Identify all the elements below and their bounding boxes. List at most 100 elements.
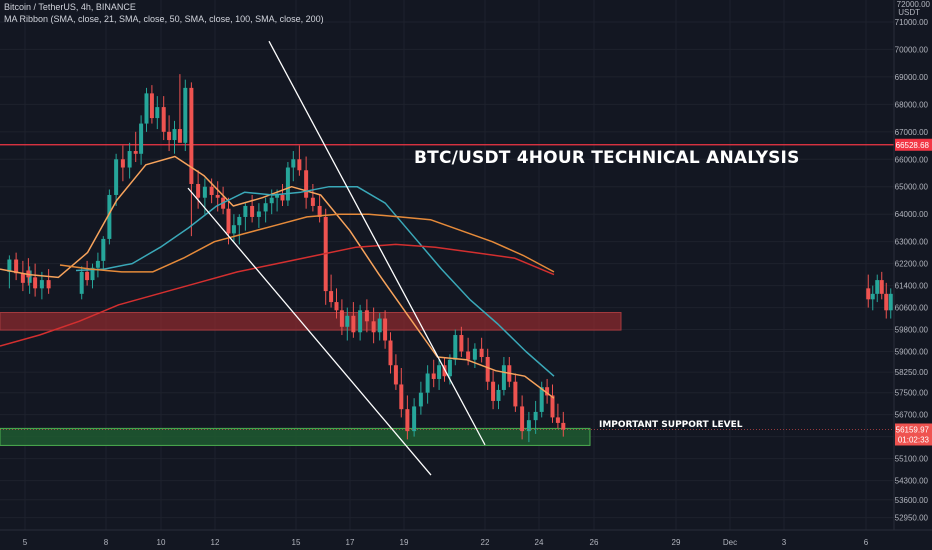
resistance-price-tag bbox=[895, 138, 932, 151]
resistance-price-label: 66528.68 bbox=[896, 141, 930, 150]
candle-body bbox=[555, 417, 560, 423]
candle-body bbox=[491, 381, 496, 401]
candle-body bbox=[120, 159, 125, 168]
time-tick-label: 3 bbox=[782, 538, 787, 547]
candle-body bbox=[263, 203, 268, 212]
candle-body bbox=[526, 420, 531, 432]
candle-body bbox=[172, 129, 177, 141]
moving-average-line bbox=[59, 213, 555, 273]
candle-body bbox=[371, 321, 376, 333]
candle-body bbox=[107, 194, 112, 239]
candle-body bbox=[351, 315, 356, 333]
candle-body bbox=[33, 277, 38, 289]
candle-body bbox=[202, 186, 207, 198]
price-tick-label: 59000.00 bbox=[895, 348, 929, 357]
candle-body bbox=[7, 259, 12, 272]
current-price-label: 56159.97 bbox=[896, 425, 930, 434]
candle-body bbox=[127, 151, 132, 168]
price-tick-label: 69000.00 bbox=[895, 73, 929, 82]
candle-body bbox=[453, 335, 458, 360]
candle-body bbox=[501, 365, 506, 390]
candle-body bbox=[256, 211, 261, 217]
candle-body bbox=[85, 271, 90, 281]
price-tick-label: 59800.00 bbox=[895, 326, 929, 335]
time-tick-label: 5 bbox=[23, 538, 28, 547]
candle-body bbox=[226, 208, 231, 234]
price-tick-label: 58250.00 bbox=[895, 368, 929, 377]
candle-body bbox=[237, 216, 242, 226]
candle-body bbox=[231, 225, 236, 234]
price-tick-label: 57500.00 bbox=[895, 389, 929, 398]
candle-body bbox=[297, 159, 302, 171]
price-tick-label: 63000.00 bbox=[895, 238, 929, 247]
candle-body bbox=[388, 340, 393, 366]
countdown-label: 01:02:33 bbox=[898, 435, 930, 444]
candle-body bbox=[39, 280, 44, 289]
candle-body bbox=[879, 280, 884, 294]
price-tick-label: 66000.00 bbox=[895, 155, 929, 164]
candle-body bbox=[291, 159, 296, 168]
candle-body bbox=[405, 409, 410, 432]
candle-body bbox=[437, 365, 442, 379]
candle-body bbox=[144, 93, 149, 124]
candle-body bbox=[485, 356, 490, 382]
candle-body bbox=[334, 302, 339, 311]
trendline bbox=[268, 40, 486, 446]
candle-body bbox=[345, 315, 350, 327]
candle-body bbox=[139, 123, 144, 154]
support-zone bbox=[0, 427, 591, 446]
candle-body bbox=[412, 406, 417, 432]
candle-body bbox=[209, 186, 214, 195]
price-tick-label: 61400.00 bbox=[895, 282, 929, 291]
moving-average-line bbox=[0, 243, 555, 347]
candle-body bbox=[459, 335, 464, 352]
candle-body bbox=[539, 387, 544, 412]
candle-body bbox=[431, 373, 436, 379]
candle-body bbox=[479, 348, 484, 357]
price-tick-label: 62200.00 bbox=[895, 260, 929, 269]
candle-body bbox=[513, 381, 518, 407]
candle-body bbox=[46, 280, 51, 289]
time-tick-label: 22 bbox=[481, 538, 490, 547]
candle-body bbox=[884, 293, 889, 311]
candle-body bbox=[447, 359, 452, 377]
price-tick-label: 54300.00 bbox=[895, 477, 929, 486]
analysis-title: BTC/USDT 4HOUR TECHNICAL ANALYSIS bbox=[414, 148, 800, 168]
price-tick-label: 53600.00 bbox=[895, 496, 929, 505]
candle-body bbox=[20, 273, 25, 283]
indicator-legend: MA Ribbon (SMA, close, 21, SMA, close, 5… bbox=[4, 14, 324, 24]
candle-body bbox=[399, 384, 404, 410]
candle-body bbox=[472, 348, 477, 360]
price-tick-label: 52950.00 bbox=[895, 514, 929, 523]
support-level-label: IMPORTANT SUPPORT LEVEL bbox=[599, 420, 743, 430]
candle-body bbox=[466, 351, 471, 360]
candle-body bbox=[79, 271, 84, 294]
trendline bbox=[187, 187, 432, 476]
price-tick-label: 68000.00 bbox=[895, 100, 929, 109]
candle-body bbox=[275, 194, 280, 198]
price-axis-top-label: 72000.00 bbox=[897, 0, 931, 9]
candle-body bbox=[161, 107, 166, 132]
candle-body bbox=[875, 280, 880, 294]
candle-body bbox=[329, 291, 334, 303]
time-tick-label: Dec bbox=[723, 538, 737, 547]
candle-body bbox=[545, 387, 550, 396]
time-tick-label: 8 bbox=[104, 538, 109, 547]
candle-body bbox=[393, 365, 398, 385]
candle-body bbox=[269, 197, 274, 204]
candle-body bbox=[533, 411, 538, 421]
candle-body bbox=[418, 392, 423, 407]
candle-body bbox=[285, 167, 290, 201]
candle-body bbox=[358, 310, 363, 333]
candle-body bbox=[243, 205, 248, 217]
candle-body bbox=[95, 260, 100, 268]
candle-body bbox=[383, 318, 388, 341]
candle-body bbox=[561, 422, 566, 430]
time-tick-label: 6 bbox=[864, 538, 869, 547]
price-tick-label: 67000.00 bbox=[895, 128, 929, 137]
time-axis-background bbox=[0, 530, 932, 550]
currency-label: USDT bbox=[898, 8, 920, 17]
